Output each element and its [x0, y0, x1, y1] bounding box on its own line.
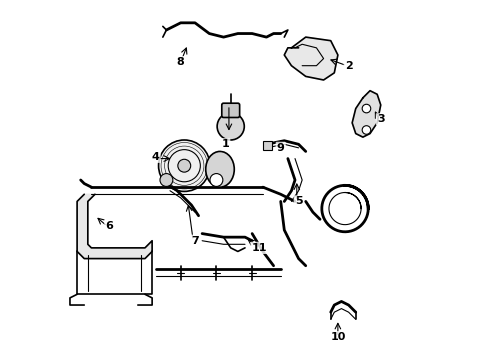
- Text: 5: 5: [295, 197, 302, 206]
- Circle shape: [160, 174, 173, 186]
- Circle shape: [217, 113, 245, 140]
- Bar: [263, 141, 272, 150]
- Text: 3: 3: [377, 114, 385, 124]
- Ellipse shape: [206, 152, 234, 187]
- Text: 7: 7: [191, 236, 199, 246]
- Text: 8: 8: [177, 57, 185, 67]
- Circle shape: [159, 140, 210, 192]
- Polygon shape: [352, 91, 381, 137]
- Circle shape: [210, 174, 223, 186]
- Text: 1: 1: [221, 139, 229, 149]
- Polygon shape: [77, 194, 152, 258]
- Text: 6: 6: [105, 221, 113, 231]
- Text: 2: 2: [345, 61, 352, 71]
- Circle shape: [178, 159, 191, 172]
- Polygon shape: [284, 37, 338, 80]
- Circle shape: [362, 126, 371, 134]
- Text: 4: 4: [152, 152, 160, 162]
- Text: 11: 11: [251, 243, 267, 253]
- Text: 9: 9: [277, 143, 285, 153]
- Circle shape: [362, 104, 371, 113]
- Text: 10: 10: [330, 332, 345, 342]
- FancyBboxPatch shape: [222, 103, 240, 117]
